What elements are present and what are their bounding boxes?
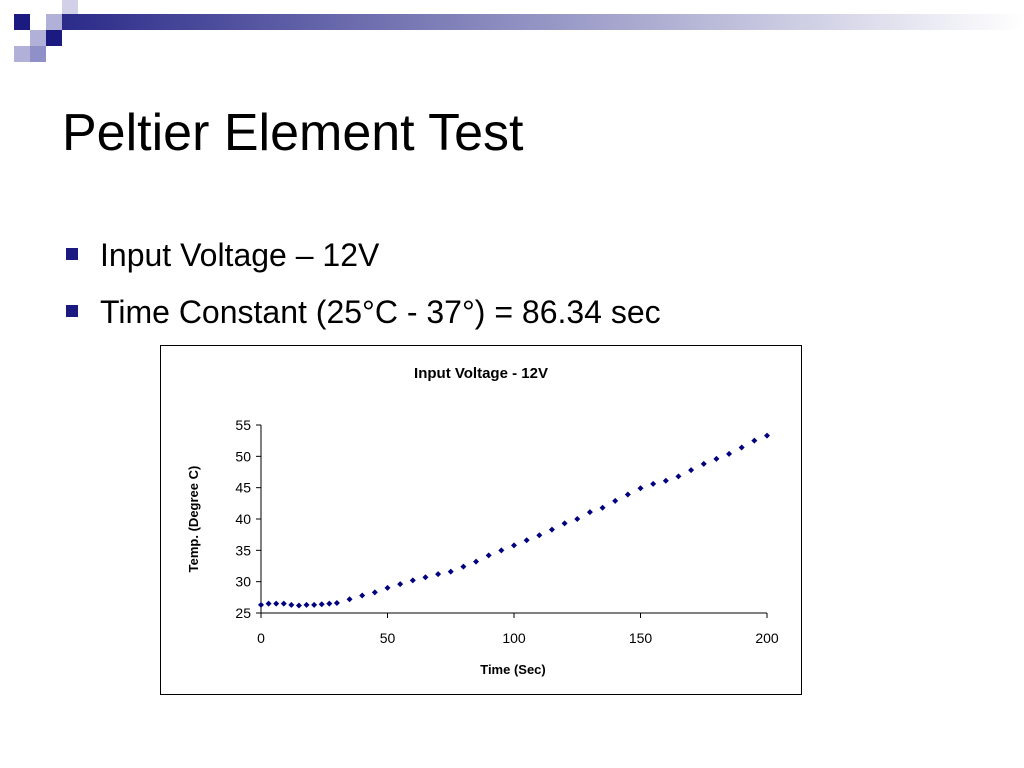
data-point — [265, 600, 272, 607]
data-point — [273, 600, 280, 607]
data-point — [574, 516, 581, 522]
data-point — [280, 600, 287, 607]
data-point — [473, 558, 480, 565]
chart-frame — [160, 345, 802, 695]
y-tick-label: 55 — [235, 417, 251, 433]
x-tick-label: 200 — [755, 630, 779, 646]
data-point — [485, 552, 492, 559]
bullet-marker — [66, 248, 78, 260]
data-point — [295, 602, 302, 609]
x-tick-label: 100 — [502, 630, 526, 646]
data-point — [751, 437, 758, 444]
data-point — [523, 537, 530, 544]
data-point — [311, 601, 318, 608]
data-point — [764, 432, 770, 439]
chart: Input Voltage - 12V Time (Sec) Temp. (De… — [160, 345, 802, 695]
data-point — [371, 589, 378, 596]
deco-square — [14, 46, 30, 62]
deco-square — [30, 30, 46, 46]
data-point — [738, 444, 745, 451]
data-point — [548, 526, 555, 533]
data-point — [700, 460, 707, 467]
y-axis-label: Temp. (Degree C) — [186, 466, 201, 573]
deco-square — [46, 30, 62, 46]
bullet-text: Input Voltage – 12V — [100, 237, 380, 273]
data-point — [422, 574, 429, 581]
x-tick-label: 0 — [257, 630, 265, 646]
data-point — [384, 584, 391, 591]
header-bar — [62, 14, 1024, 30]
data-point — [409, 577, 416, 584]
data-point — [288, 601, 295, 608]
data-point — [726, 450, 733, 457]
data-point — [599, 504, 606, 511]
data-point — [447, 568, 454, 575]
data-point — [662, 477, 669, 484]
y-tick-label: 45 — [235, 480, 251, 496]
data-point — [460, 563, 467, 570]
y-tick-label: 35 — [235, 542, 251, 558]
data-point — [258, 601, 264, 608]
bullet-text: Time Constant (25°C - 37°) = 86.34 sec — [100, 294, 661, 330]
bullet-marker — [66, 305, 78, 317]
data-point — [511, 542, 517, 549]
x-tick-label: 150 — [629, 630, 653, 646]
x-axis-label: Time (Sec) — [480, 662, 546, 677]
y-tick-label: 50 — [235, 448, 251, 464]
data-point — [326, 600, 333, 607]
data-point — [624, 491, 631, 498]
chart-title: Input Voltage - 12V — [414, 365, 548, 382]
data-point — [498, 547, 505, 554]
data-point — [612, 497, 619, 504]
data-point — [561, 520, 568, 527]
data-point — [586, 509, 593, 516]
data-point — [675, 473, 682, 480]
y-tick-label: 25 — [235, 605, 251, 621]
deco-square — [30, 46, 46, 62]
data-point — [650, 480, 657, 487]
data-point — [346, 596, 353, 603]
data-point — [536, 532, 543, 539]
deco-square — [62, 0, 78, 14]
y-tick-label: 30 — [235, 574, 251, 590]
data-point — [359, 592, 366, 599]
data-point — [435, 571, 442, 578]
data-point — [688, 467, 695, 474]
data-point — [318, 601, 325, 608]
data-point — [713, 455, 720, 462]
deco-square — [14, 14, 30, 30]
data-point — [397, 581, 404, 588]
data-point — [637, 485, 644, 492]
deco-square — [46, 14, 62, 30]
y-tick-label: 40 — [235, 511, 251, 527]
data-point — [303, 601, 310, 608]
x-tick-label: 50 — [380, 630, 396, 646]
slide-title: Peltier Element Test — [62, 104, 524, 162]
data-point — [333, 599, 340, 606]
